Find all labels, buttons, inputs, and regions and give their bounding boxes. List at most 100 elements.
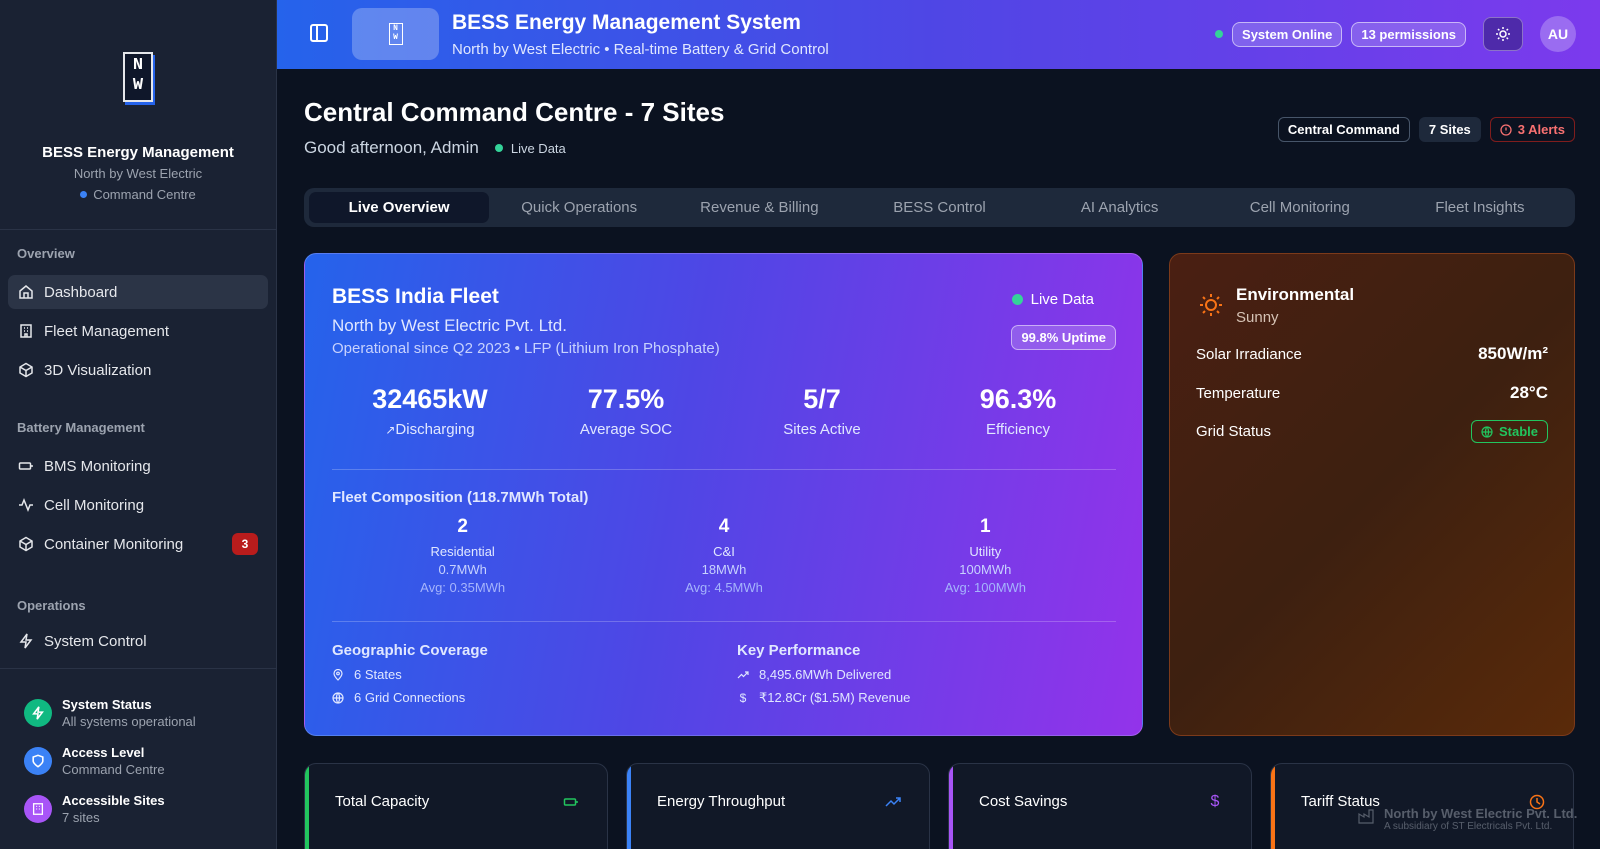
sidebar-footer: System Status All systems operational Acc… [0,668,277,825]
header-right: System Online 13 permissions AU [1215,16,1576,52]
tab-cell-monitoring[interactable]: Cell Monitoring [1249,199,1350,216]
alert-circle-icon [1500,123,1512,136]
fleet-since: Operational since Q2 2023 • LFP (Lithium… [332,340,720,357]
cube-icon [18,362,34,378]
sidebar-toggle-icon[interactable] [310,24,328,42]
battery-icon [563,798,578,806]
solar-irradiance-label: Solar Irradiance [1196,345,1302,363]
alerts-tag[interactable]: 3 Alerts [1489,117,1575,142]
composition-ci: 4 C&I 18MWh Avg: 4.5MWh [593,516,854,595]
footer-status-title: System Status [62,697,152,712]
tab-quick-operations[interactable]: Quick Operations [521,199,638,216]
sidebar-item-system-control[interactable]: System Control [8,624,268,658]
composition-capacity: 100MWh [959,562,1012,577]
watermark-title: North by West Electric Pvt. Ltd. [1384,806,1578,821]
geo-grid-row: 6 Grid Connections [332,690,488,705]
grid-status-badge: Stable [1470,420,1548,443]
sun-icon [1200,294,1222,316]
perf-revenue-row: $ ₹12.8Cr ($1.5M) Revenue [737,690,911,706]
alerts-label: 3 Alerts [1517,122,1565,137]
shield-icon [24,747,52,775]
tariff-status-card[interactable]: Tariff Status [1270,763,1574,849]
online-dot-icon [1215,30,1224,38]
lightning-icon [18,633,34,649]
sun-icon [1496,27,1510,41]
activity-icon [18,497,34,513]
card-title: Energy Throughput [657,793,786,810]
sidebar-item-fleet[interactable]: Fleet Management [8,314,268,348]
perf-delivered-row: 8,495.6MWh Delivered [737,667,910,682]
composition-capacity: 18MWh [701,562,747,577]
fleet-live-label: Live Data [1030,291,1094,308]
composition-name: C&I [713,544,735,559]
geo-states-text: 6 States [354,667,402,682]
solar-irradiance-row: Solar Irradiance 850W/m² [1196,344,1548,364]
kpi-value: 96.3% [979,384,1057,414]
kpi-label: Sites Active [783,421,861,438]
tab-live-overview[interactable]: Live Overview [309,192,490,223]
sidebar-item-bms[interactable]: BMS Monitoring [8,449,268,483]
map-pin-icon [333,668,343,681]
live-data-indicator: Live Data [494,141,566,156]
fleet-company: North by West Electric Pvt. Ltd. [332,316,567,335]
tab-bess-control[interactable]: BESS Control [893,199,986,216]
tab-fleet-insights[interactable]: Fleet Insights [1435,199,1525,216]
kpi-label: Efficiency [986,421,1050,438]
geo-states-row: 6 States [332,667,488,682]
greeting-row: Good afternoon, Admin Live Data [304,138,566,158]
footer-access-title: Access Level [62,745,145,760]
grid-status-label: Grid Status [1196,423,1272,440]
grid-status-value: Stable [1498,424,1538,439]
perf-revenue-text: ₹12.8Cr ($1.5M) Revenue [759,690,911,705]
sidebar-item-label: Cell Monitoring [44,496,145,514]
brand-mode-label: Command Centre [93,187,196,202]
sidebar-item-dashboard[interactable]: Dashboard [8,275,268,309]
temperature-value: 28°C [1510,383,1548,402]
app-subtitle: North by West Electric • Real-time Batte… [452,41,829,58]
footer-status-sub: All systems operational [62,714,196,729]
kpi-average-soc: 77.5% Average SOC [528,384,724,438]
sidebar-item-label: Container Monitoring [44,535,184,553]
greeting-text: Good afternoon, Admin [304,138,479,157]
building-icon [24,795,52,823]
card-accent [627,764,631,849]
section-operations: Operations [17,598,86,613]
sidebar-item-label: 3D Visualization [44,361,152,379]
sidebar-item-3d[interactable]: 3D Visualization [8,353,268,387]
energy-throughput-card[interactable]: Energy Throughput [626,763,930,849]
uptime-badge: 99.8% Uptime [1011,325,1116,350]
sidebar-item-container[interactable]: Container Monitoring 3 [8,527,268,561]
kpi-label: ↗Discharging [332,421,528,438]
perf-title: Key Performance [737,642,861,659]
sidebar-item-label: System Control [44,632,147,650]
globe-icon [332,691,344,704]
theme-toggle-button[interactable] [1483,17,1523,51]
sidebar-item-label: Dashboard [44,283,118,301]
sidebar-item-cell[interactable]: Cell Monitoring [8,488,268,522]
key-performance: Key Performance 8,495.6MWh Delivered $ ₹… [737,642,910,706]
clock-icon [1529,794,1545,810]
composition-count: 1 [980,516,991,537]
brand-mode: Command Centre [80,187,196,202]
temperature-label: Temperature [1196,384,1281,402]
total-capacity-card[interactable]: Total Capacity [304,763,608,849]
composition-average: Avg: 100MWh [944,580,1027,595]
tab-ai-analytics[interactable]: AI Analytics [1080,199,1159,216]
permissions-pill[interactable]: 13 permissions [1351,21,1466,47]
sidebar-item-label: BMS Monitoring [44,457,151,475]
live-dot-icon [494,144,503,152]
fleet-kpis: 32465kW ↗Discharging 77.5% Average SOC 5… [332,384,1116,438]
user-avatar[interactable]: AU [1540,16,1576,52]
tab-revenue-billing[interactable]: Revenue & Billing [700,199,819,216]
kpi-value: 77.5% [587,384,665,414]
fleet-live-indicator: Live Data [1011,291,1094,308]
composition-average: Avg: 4.5MWh [685,580,763,595]
geo-title: Geographic Coverage [332,642,488,659]
app-title: BESS Energy Management System [452,11,801,34]
cost-savings-card[interactable]: Cost Savings $ [948,763,1252,849]
composition-utility: 1 Utility 100MWh Avg: 100MWh [855,516,1116,595]
composition-residential: 2 Residential 0.7MWh Avg: 0.35MWh [332,516,593,595]
